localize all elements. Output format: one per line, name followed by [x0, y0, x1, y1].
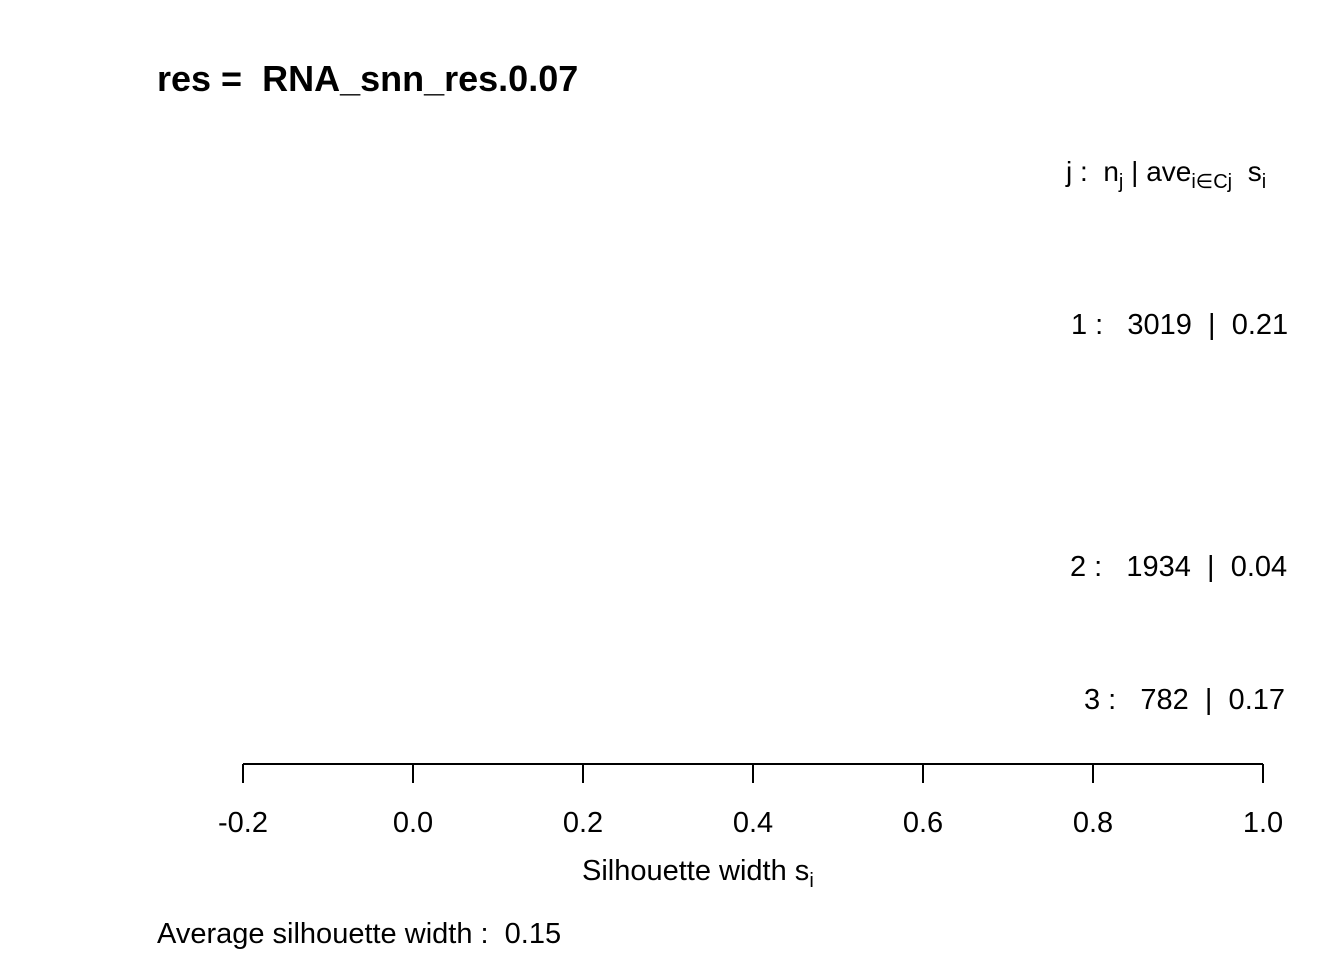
legend-header-ave-sub: i∈Cj — [1191, 171, 1233, 193]
x-tick-label: 0.2 — [563, 807, 603, 839]
x-axis-label: Silhouette width si — [582, 855, 814, 891]
legend-header-s-sub: i — [1261, 171, 1267, 193]
legend-header-n: n — [1103, 156, 1119, 187]
x-tick-label: 0.8 — [1073, 807, 1113, 839]
plot-title: res = RNA_snn_res.0.07 — [157, 58, 579, 99]
x-tick-label: -0.2 — [218, 807, 268, 839]
legend-header-j: j : — [1066, 156, 1088, 187]
cluster-label-2: 2 : 1934 | 0.04 — [1070, 551, 1288, 583]
x-tick-label: 0.0 — [393, 807, 433, 839]
legend-header: j : nj | avei∈Cj si — [1066, 156, 1266, 192]
cluster-label-1: 1 : 3019 | 0.21 — [1071, 309, 1289, 341]
x-tick-label: 0.4 — [733, 807, 773, 839]
average-silhouette-width: Average silhouette width : 0.15 — [157, 918, 562, 950]
x-tick-label: 1.0 — [1243, 807, 1283, 839]
legend-header-ave: | ave — [1131, 156, 1192, 187]
x-axis-label-main: Silhouette width s — [582, 855, 810, 887]
x-tick-label: 0.6 — [903, 807, 943, 839]
x-axis-label-sub: i — [809, 870, 814, 892]
legend-header-s: s — [1247, 156, 1262, 187]
legend-header-n-sub: j — [1118, 171, 1124, 193]
cluster-label-3: 3 : 782 | 0.17 — [1084, 684, 1286, 716]
